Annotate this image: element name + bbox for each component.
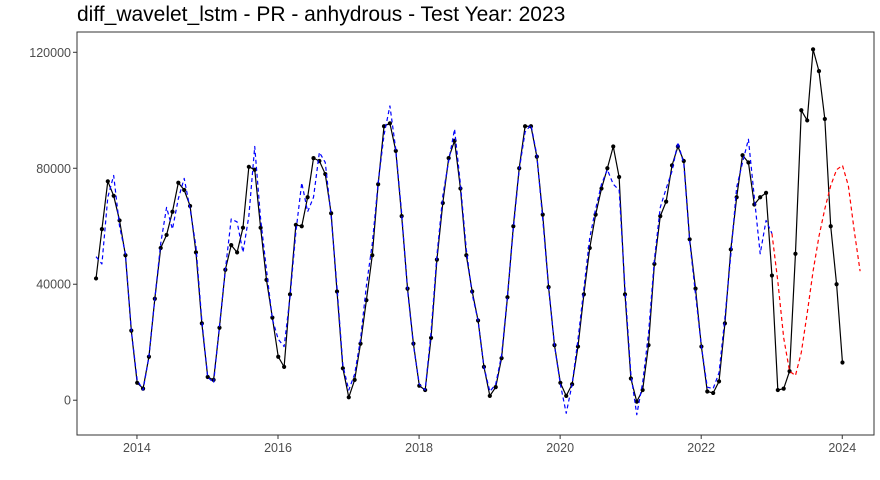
data-point (775, 387, 780, 393)
y-tick-label: 120000 (29, 46, 71, 60)
y-tick-label: 0 (64, 394, 71, 408)
data-point (446, 156, 451, 161)
x-tick-label: 2020 (546, 441, 574, 455)
data-point (387, 121, 393, 126)
data-point (758, 195, 763, 200)
data-point (493, 385, 498, 390)
data-point (634, 399, 639, 404)
data-point (711, 390, 716, 396)
data-point (617, 174, 622, 180)
data-point (658, 214, 663, 219)
data-point (123, 253, 128, 258)
data-point (182, 187, 187, 193)
data-point (793, 251, 798, 256)
data-point (611, 144, 616, 149)
chart-title: diff_wavelet_lstm - PR - anhydrous - Tes… (77, 3, 565, 26)
data-point (305, 195, 310, 200)
data-point (763, 190, 769, 196)
data-point (170, 209, 175, 214)
data-point (99, 227, 105, 232)
data-point (311, 156, 316, 161)
data-point (705, 389, 710, 394)
data-point (217, 325, 222, 330)
data-point (93, 276, 99, 281)
data-point (834, 282, 839, 287)
data-point (781, 386, 786, 391)
data-point (246, 164, 251, 169)
data-point (276, 354, 281, 359)
data-point (393, 148, 398, 153)
data-point (293, 222, 298, 227)
plot-panel (76, 31, 875, 436)
y-axis: 0 40000 80000 120000 (29, 46, 77, 408)
data-point (158, 245, 163, 251)
data-point (346, 395, 351, 400)
data-point (270, 315, 275, 320)
data-point (652, 261, 657, 267)
data-point (687, 237, 692, 242)
data-point (487, 393, 492, 398)
data-point (376, 182, 381, 187)
data-point (352, 377, 357, 383)
data-point (329, 211, 334, 216)
data-point (117, 218, 122, 223)
data-point (370, 253, 375, 258)
data-point (499, 356, 504, 361)
data-point (664, 199, 669, 204)
data-point (746, 160, 751, 165)
data-point (581, 292, 586, 297)
data-point (282, 364, 287, 369)
data-point (816, 69, 822, 74)
data-point (287, 292, 293, 297)
data-point (258, 225, 263, 230)
data-point (164, 232, 169, 238)
data-point (599, 186, 604, 191)
x-axis: 2014 2016 2018 2020 2022 2024 (123, 435, 856, 455)
data-point (252, 167, 257, 172)
data-point (769, 273, 775, 278)
data-point (229, 243, 234, 248)
data-point (105, 179, 110, 184)
data-point (722, 321, 728, 326)
data-point (810, 47, 816, 52)
data-point (716, 379, 722, 384)
data-point (799, 108, 804, 113)
data-point (822, 116, 827, 122)
series-line-2 (771, 164, 861, 377)
data-point (135, 380, 140, 385)
data-point (299, 224, 304, 229)
y-tick-label: 80000 (36, 162, 71, 176)
series-line-1 (95, 105, 773, 416)
data-point (628, 376, 633, 381)
data-point (511, 224, 516, 229)
x-tick-label: 2014 (123, 441, 151, 455)
data-point (240, 225, 246, 230)
data-point (805, 118, 810, 123)
x-tick-label: 2016 (264, 441, 292, 455)
data-point (522, 124, 528, 129)
data-point (111, 193, 116, 198)
data-point (605, 166, 610, 171)
series-layer (93, 47, 861, 416)
data-point (235, 250, 240, 255)
data-point (828, 224, 833, 229)
y-tick-label: 40000 (36, 278, 71, 292)
data-point (564, 393, 569, 398)
data-point (840, 360, 845, 365)
x-tick-label: 2018 (405, 441, 433, 455)
data-point (558, 380, 563, 385)
data-point (176, 180, 181, 185)
x-tick-label: 2024 (828, 441, 856, 455)
data-point (505, 295, 510, 300)
x-tick-label: 2022 (687, 441, 715, 455)
data-point (334, 289, 340, 294)
data-point (575, 344, 581, 349)
